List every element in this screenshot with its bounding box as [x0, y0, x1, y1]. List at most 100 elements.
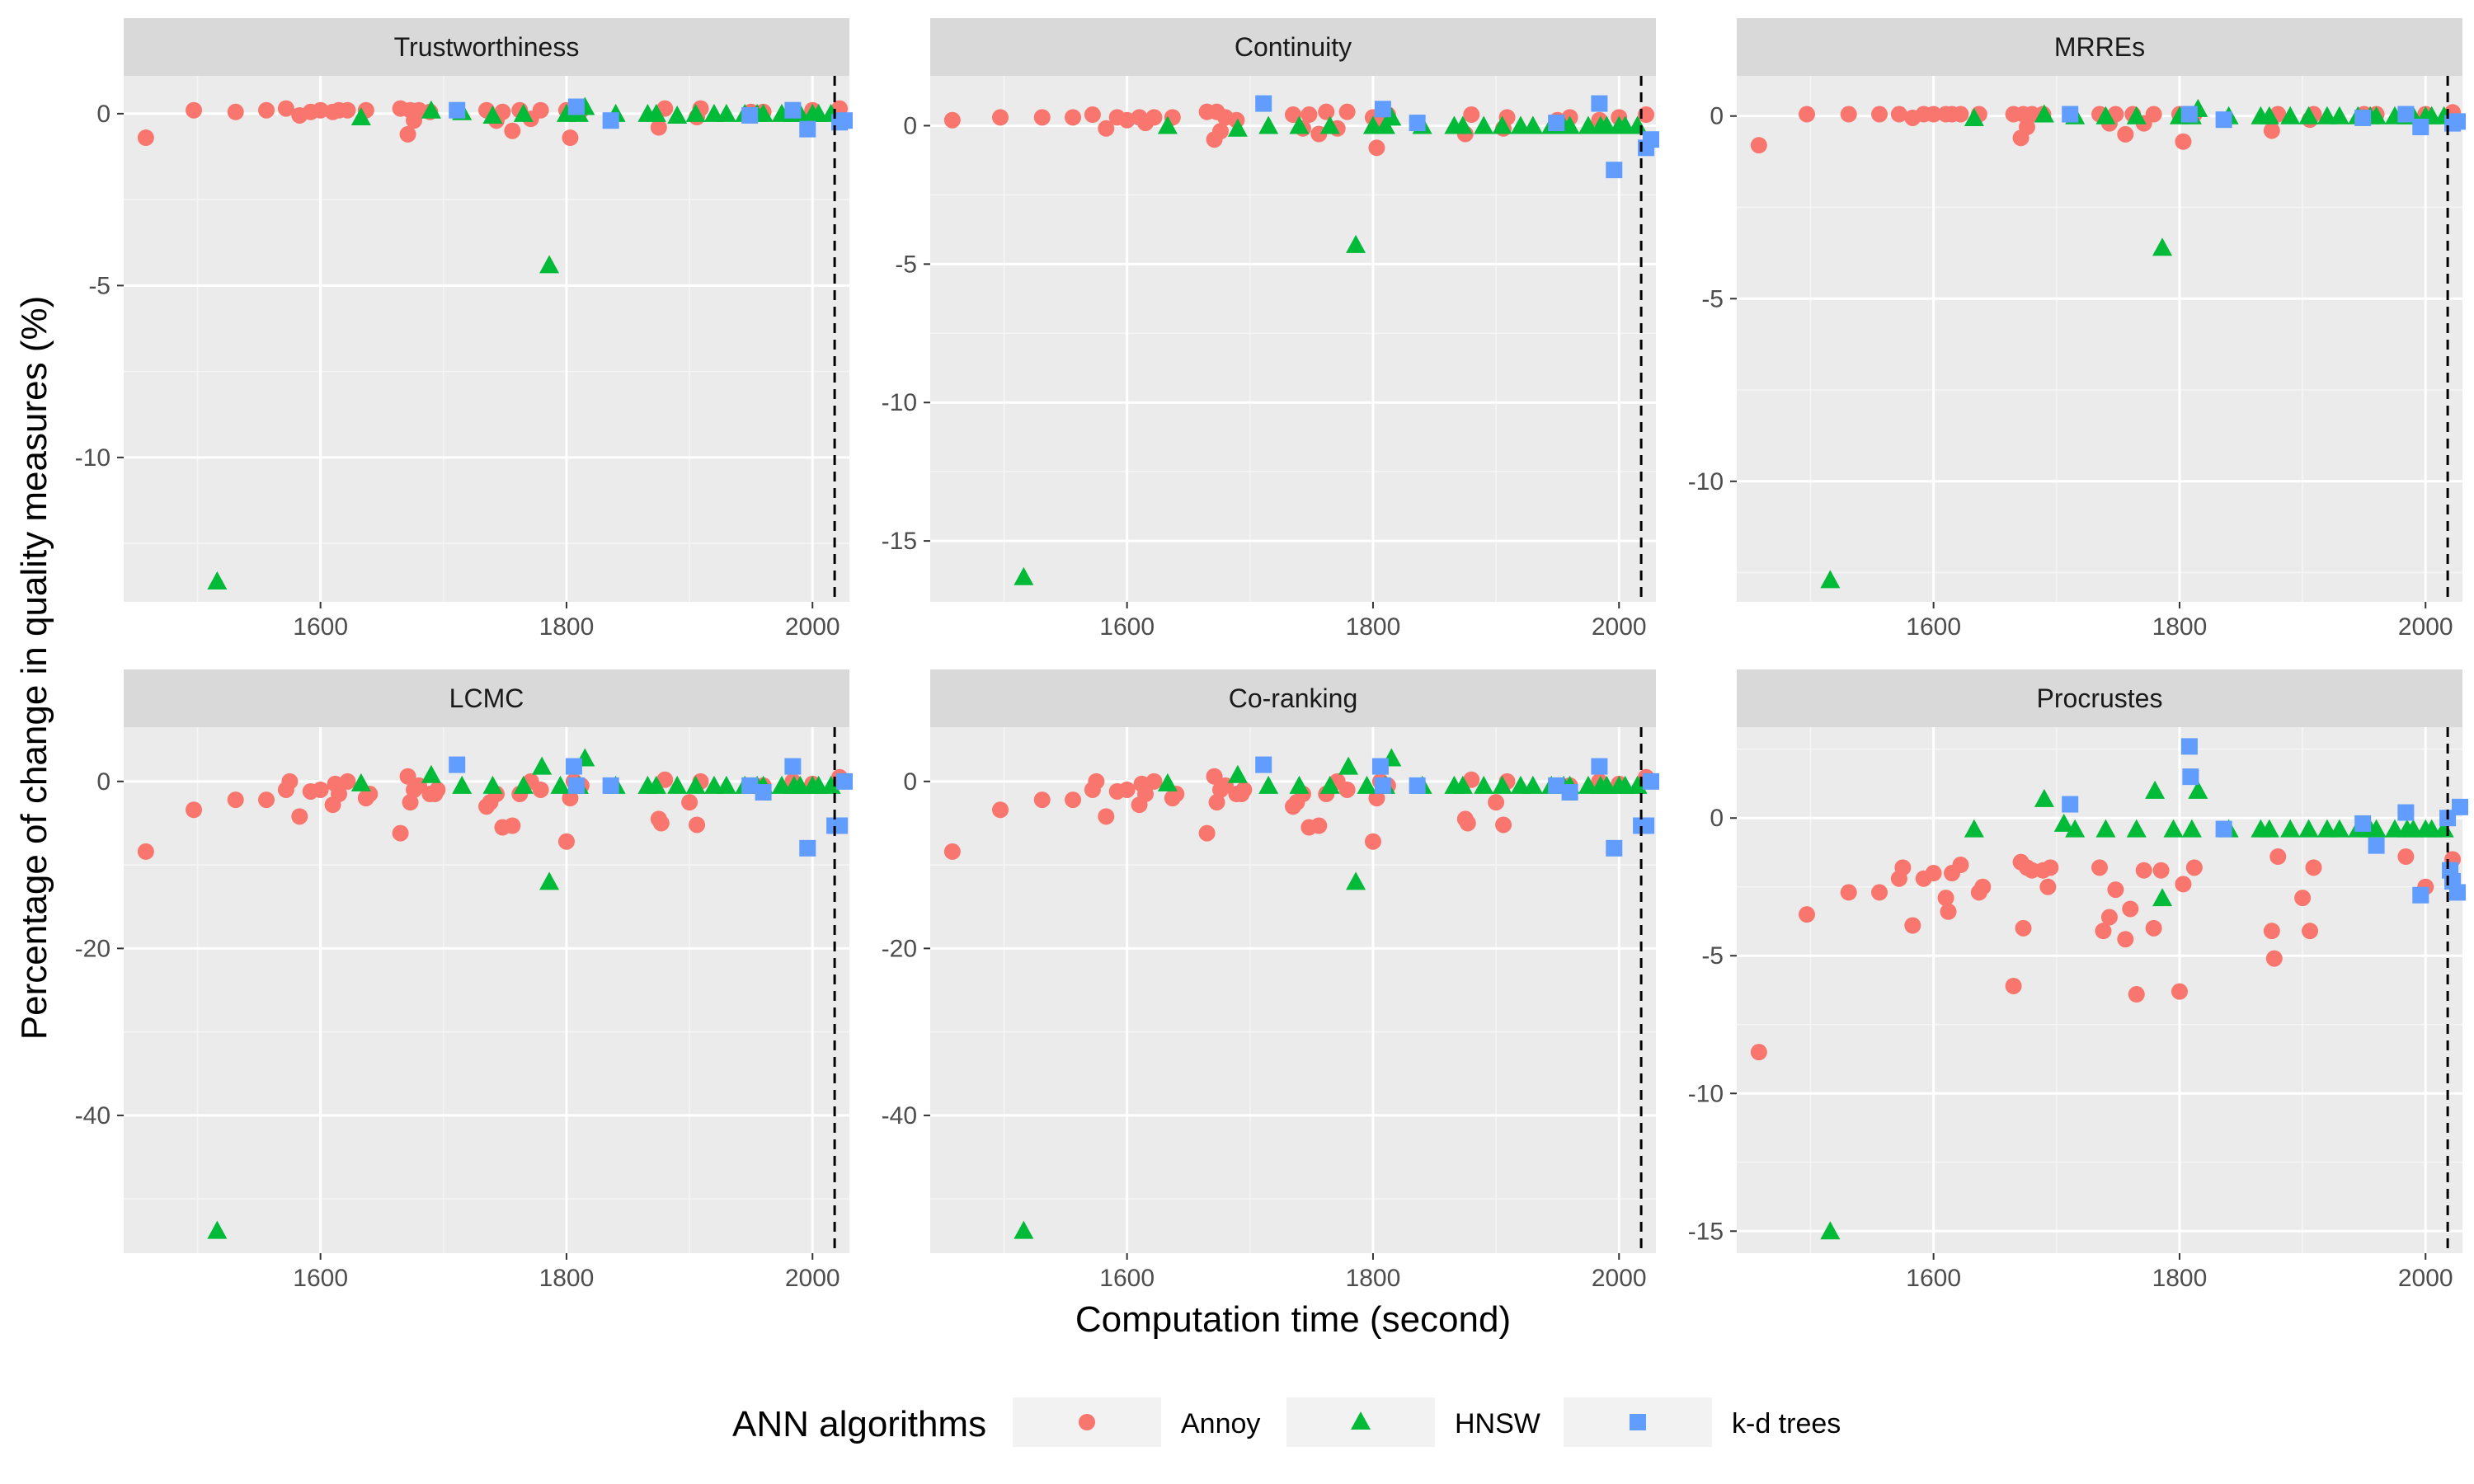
data-point-k-d-trees: [1409, 115, 1426, 132]
data-point-k-d-trees: [2062, 796, 2079, 813]
data-point-annoy: [2265, 950, 2283, 967]
y-tick-label: -40: [882, 1102, 917, 1129]
data-point-annoy: [681, 794, 698, 811]
strip-background: [930, 669, 1656, 727]
data-point-annoy: [1118, 111, 1136, 129]
data-point-k-d-trees: [2412, 886, 2429, 904]
data-point-k-d-trees: [2452, 798, 2469, 815]
data-point-k-d-trees: [1591, 95, 1608, 112]
data-point-annoy: [2091, 859, 2108, 876]
data-point-annoy: [2135, 862, 2152, 879]
data-point-annoy: [392, 824, 409, 842]
data-point-hnsw: [2188, 780, 2208, 799]
data-point-k-d-trees: [836, 112, 854, 129]
data-point-hnsw: [2366, 819, 2387, 838]
data-point-annoy: [2397, 848, 2415, 865]
data-point-k-d-trees: [2180, 106, 2198, 123]
strip-title: MRREs: [2054, 32, 2145, 62]
plot-background: [930, 727, 1656, 1253]
data-point-hnsw: [1522, 115, 1543, 134]
data-point-hnsw: [1559, 115, 1580, 134]
data-point-hnsw: [1492, 775, 1512, 794]
data-point-annoy: [312, 781, 329, 798]
data-point-annoy: [1145, 109, 1163, 126]
y-tick-label: -10: [1688, 1080, 1724, 1107]
data-point-annoy: [186, 101, 203, 119]
y-tick-label: 0: [903, 768, 917, 796]
data-point-hnsw: [716, 775, 736, 794]
data-point-hnsw: [667, 105, 688, 124]
data-point-k-d-trees: [2354, 815, 2372, 832]
data-point-hnsw: [2298, 106, 2319, 124]
data-point-hnsw: [685, 103, 706, 122]
data-point-k-d-trees: [1643, 131, 1660, 148]
data-point-annoy: [281, 773, 299, 790]
x-tick-label: 1600: [1099, 1265, 1155, 1292]
data-point-annoy: [943, 843, 961, 860]
data-point-annoy: [1033, 791, 1051, 809]
data-point-hnsw: [1474, 775, 1494, 794]
x-tick-label: 1800: [2152, 1265, 2208, 1292]
data-point-annoy: [1925, 865, 1942, 882]
data-point-annoy: [291, 808, 308, 825]
data-point-hnsw: [2034, 788, 2054, 807]
data-point-annoy: [2117, 125, 2134, 143]
panel-co-ranking: Co-ranking 1600 1800 2000 -40 -20 0: [882, 669, 1660, 1292]
data-point-k-d-trees: [1606, 162, 1623, 179]
data-point-annoy: [2263, 122, 2280, 139]
data-point-k-d-trees: [449, 101, 466, 119]
data-point-hnsw: [646, 775, 666, 794]
data-point-k-d-trees: [2215, 820, 2232, 838]
data-point-k-d-trees: [799, 839, 816, 857]
data-point-annoy: [1495, 816, 1512, 834]
data-point-hnsw: [1357, 775, 1377, 794]
data-point-k-d-trees: [2368, 837, 2385, 854]
data-point-hnsw: [1319, 115, 1340, 134]
x-tick-label: 2000: [1592, 613, 1647, 641]
data-point-annoy: [339, 773, 356, 790]
data-point-k-d-trees: [2182, 768, 2199, 786]
data-point-hnsw: [2053, 813, 2074, 832]
y-tick-label: -10: [75, 444, 111, 472]
data-point-k-d-trees: [2215, 111, 2232, 129]
data-point-k-d-trees: [1409, 777, 1426, 794]
legend: ANN algorithms Annoy HNSW k-d trees: [732, 1397, 1841, 1447]
data-point-annoy: [2042, 859, 2059, 876]
data-point-annoy: [1799, 106, 1816, 123]
data-point-annoy: [1212, 123, 1229, 140]
y-tick-label: 0: [1710, 103, 1724, 130]
data-point-hnsw: [482, 775, 503, 794]
data-point-annoy: [557, 833, 575, 850]
data-point-k-d-trees: [784, 758, 802, 775]
data-point-k-d-trees: [1374, 777, 1391, 794]
data-point-hnsw: [550, 775, 571, 794]
data-point-hnsw: [2181, 819, 2202, 838]
data-point-annoy: [1118, 781, 1136, 798]
data-point-hnsw: [646, 103, 666, 122]
data-point-k-d-trees: [799, 120, 816, 138]
data-point-k-d-trees: [2397, 106, 2415, 123]
x-tick-label: 1600: [1906, 1265, 1961, 1292]
data-point-annoy: [943, 111, 961, 129]
data-point-hnsw: [1258, 775, 1279, 794]
data-point-annoy: [258, 101, 275, 119]
data-point-hnsw: [1338, 756, 1359, 775]
data-point-annoy: [2171, 983, 2188, 1000]
series-k-d-trees: [449, 756, 854, 857]
data-point-annoy: [562, 129, 579, 147]
data-point-hnsw: [532, 756, 553, 775]
data-point-annoy: [186, 801, 203, 819]
y-tick-label: -20: [75, 935, 111, 962]
x-tick-label: 2000: [785, 1265, 840, 1292]
data-point-k-d-trees: [2397, 804, 2415, 821]
series-annoy: [1750, 848, 2462, 1061]
y-tick-label: 0: [96, 101, 111, 128]
data-point-k-d-trees: [1561, 783, 1578, 801]
legend-marker-annoy: [1079, 1414, 1095, 1430]
data-point-k-d-trees: [741, 777, 759, 794]
strip-background: [124, 669, 849, 727]
data-point-annoy: [1799, 906, 1816, 923]
data-point-annoy: [1952, 106, 1969, 123]
data-point-annoy: [652, 815, 670, 832]
data-point-annoy: [2263, 923, 2280, 940]
